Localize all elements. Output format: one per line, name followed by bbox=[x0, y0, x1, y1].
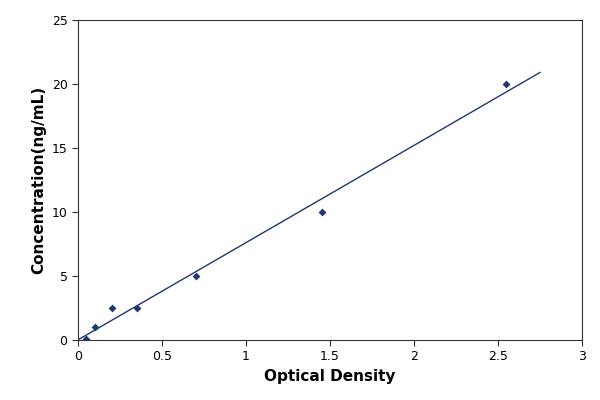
Point bbox=[82, 336, 91, 342]
Point bbox=[502, 81, 511, 87]
Y-axis label: Concentration(ng/mL): Concentration(ng/mL) bbox=[31, 86, 46, 274]
Point bbox=[317, 209, 326, 215]
X-axis label: Optical Density: Optical Density bbox=[264, 369, 396, 384]
Point bbox=[90, 324, 100, 330]
Point bbox=[132, 305, 142, 311]
Point bbox=[107, 305, 116, 311]
Point bbox=[191, 273, 200, 279]
